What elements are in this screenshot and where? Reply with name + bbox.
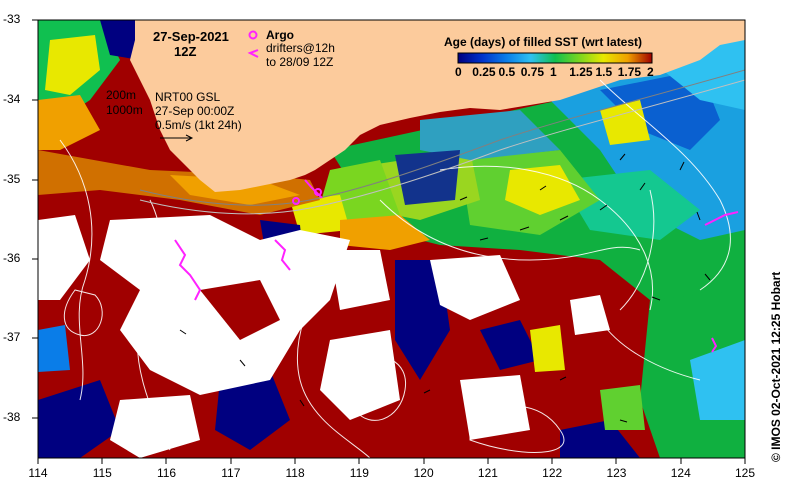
colorbar-tick: 1.25 [569, 65, 593, 79]
colorbar-tick: 0 [455, 65, 462, 79]
drifter-legend-icon [247, 49, 259, 58]
lon-tick-label: 119 [349, 466, 369, 480]
colorbar-gradient [457, 52, 653, 64]
lon-tick-label: 118 [285, 466, 305, 480]
lon-tick-label: 115 [92, 466, 112, 480]
argo-legend-icon [248, 30, 258, 40]
lat-tick-label: -38 [3, 410, 21, 424]
colorbar-tick: 0.75 [520, 65, 545, 79]
drifters-label: drifters@12h [266, 41, 335, 55]
map-time: 12Z [174, 44, 197, 59]
vector-scale-arrow [160, 134, 194, 142]
product-time: 27-Sep 00:00Z [155, 104, 235, 118]
lat-tick-label: -36 [3, 251, 21, 265]
map-date: 27-Sep-2021 [153, 29, 229, 44]
velocity-vectors [179, 153, 711, 423]
vector-scale-label: 0.5m/s (1kt 24h) [155, 118, 242, 132]
lat-tick-label: -37 [3, 330, 21, 344]
colorbar-tick: 0.25 [472, 65, 496, 79]
lon-tick-label: 125 [735, 466, 756, 480]
depth-1000-label: 1000m [106, 103, 143, 117]
colorbar-tick: 1.5 [595, 65, 613, 79]
colorbar-tick: 2 [646, 65, 654, 79]
colorbar-tick: 1 [549, 65, 557, 79]
credit-text: © IMOS 02-Oct-2021 12:25 Hobart [769, 271, 783, 462]
product-label: NRT00 GSL [155, 90, 221, 104]
argo-label: Argo [266, 28, 294, 42]
argo-floats [292, 188, 322, 205]
depth-200-label: 200m [106, 88, 137, 102]
sst-field [38, 20, 745, 458]
drifters-period: to 28/09 12Z [266, 55, 334, 69]
lon-tick-label: 124 [670, 466, 691, 480]
lon-tick-label: 117 [221, 466, 241, 480]
colorbar [457, 52, 653, 64]
lat-tick-label: -35 [3, 172, 21, 186]
colorbar-tick: 1.75 [617, 65, 642, 79]
lon-tick-label: 122 [542, 466, 563, 480]
colorbar-title: Age (days) of filled SST (wrt latest) [444, 35, 643, 49]
lon-tick-label: 116 [156, 466, 177, 480]
lat-tick-label: -33 [3, 12, 21, 26]
lon-tick-label: 123 [606, 466, 627, 480]
lon-tick-label: 121 [477, 466, 498, 480]
lon-tick-label: 114 [28, 466, 48, 480]
lat-tick-label: -34 [3, 92, 21, 106]
lon-tick-label: 120 [413, 466, 434, 480]
axis-ticks [32, 19, 746, 464]
plot-frame [37, 19, 746, 459]
colorbar-tick: 0.5 [498, 65, 516, 79]
